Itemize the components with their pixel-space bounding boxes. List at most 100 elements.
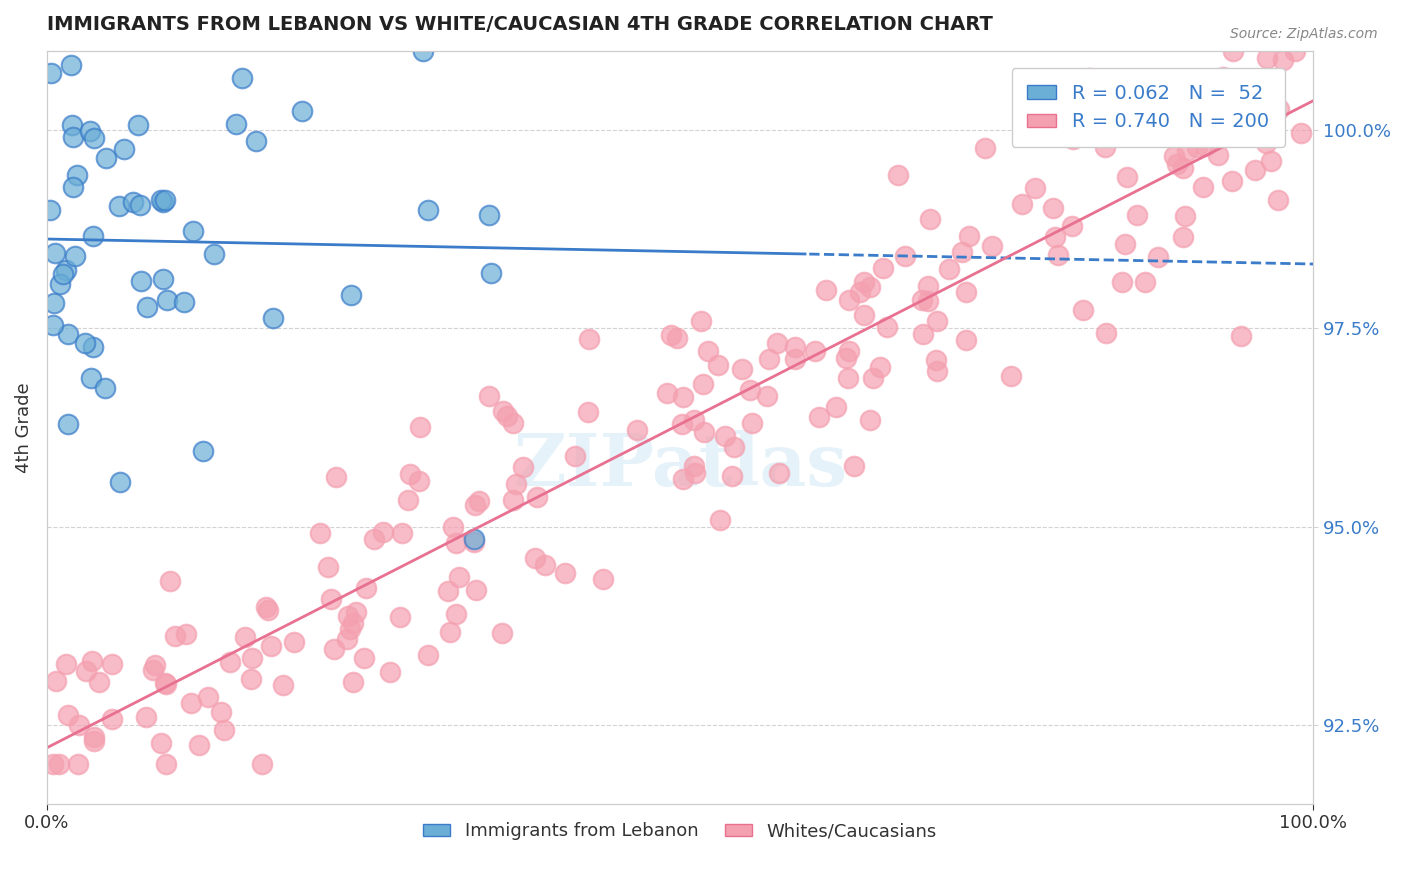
Point	[1111, 275, 1133, 289]
Point	[187, 738, 209, 752]
Point	[1046, 248, 1069, 262]
Point	[240, 651, 263, 665]
Point	[409, 420, 432, 434]
Point	[62, 130, 84, 145]
Point	[416, 202, 439, 217]
Point	[1059, 100, 1081, 114]
Point	[950, 244, 973, 259]
Point	[838, 344, 860, 359]
Point	[439, 625, 461, 640]
Point	[153, 676, 176, 690]
Point	[202, 247, 225, 261]
Point	[128, 198, 150, 212]
Point	[1011, 197, 1033, 211]
Point	[1163, 149, 1185, 163]
Point	[1159, 85, 1181, 99]
Point	[110, 475, 132, 489]
Point	[82, 229, 104, 244]
Text: IMMIGRANTS FROM LEBANON VS WHITE/CAUCASIAN 4TH GRADE CORRELATION CHART: IMMIGRANTS FROM LEBANON VS WHITE/CAUCASI…	[46, 15, 993, 34]
Point	[918, 212, 941, 227]
Point	[49, 277, 72, 291]
Point	[671, 417, 693, 432]
Point	[58, 417, 80, 431]
Point	[150, 736, 173, 750]
Point	[1254, 110, 1277, 124]
Point	[44, 296, 66, 310]
Point	[852, 275, 875, 289]
Point	[260, 639, 283, 653]
Point	[1133, 275, 1156, 289]
Point	[233, 631, 256, 645]
Point	[685, 466, 707, 480]
Point	[911, 293, 934, 308]
Point	[955, 285, 977, 300]
Point	[93, 381, 115, 395]
Point	[135, 710, 157, 724]
Point	[1126, 208, 1149, 222]
Point	[156, 293, 179, 307]
Point	[876, 320, 898, 334]
Point	[447, 569, 470, 583]
Point	[1000, 368, 1022, 383]
Point	[82, 654, 104, 668]
Point	[325, 469, 347, 483]
Point	[1043, 117, 1066, 131]
Point	[66, 757, 89, 772]
Point	[859, 280, 882, 294]
Point	[824, 400, 846, 414]
Point	[689, 314, 711, 328]
Point	[1256, 52, 1278, 66]
Point	[391, 525, 413, 540]
Point	[437, 583, 460, 598]
Point	[814, 283, 837, 297]
Point	[283, 634, 305, 648]
Point	[354, 581, 377, 595]
Point	[1147, 250, 1170, 264]
Point	[554, 566, 576, 581]
Point	[955, 333, 977, 347]
Point	[75, 664, 97, 678]
Point	[768, 467, 790, 481]
Point	[785, 352, 807, 367]
Point	[173, 294, 195, 309]
Point	[1174, 209, 1197, 223]
Point	[869, 360, 891, 375]
Point	[336, 632, 359, 646]
Point	[1070, 123, 1092, 137]
Point	[159, 574, 181, 588]
Point	[82, 339, 104, 353]
Point	[41, 66, 63, 80]
Point	[463, 535, 485, 549]
Point	[256, 603, 278, 617]
Point	[755, 389, 778, 403]
Point	[512, 460, 534, 475]
Point	[214, 723, 236, 737]
Point	[1260, 154, 1282, 169]
Point	[231, 70, 253, 85]
Point	[262, 311, 284, 326]
Point	[1222, 44, 1244, 58]
Point	[316, 560, 339, 574]
Point	[858, 412, 880, 426]
Point	[974, 141, 997, 155]
Point	[56, 708, 79, 723]
Point	[523, 550, 546, 565]
Point	[693, 425, 716, 439]
Point	[1043, 230, 1066, 244]
Point	[665, 331, 688, 345]
Point	[73, 336, 96, 351]
Point	[1042, 201, 1064, 215]
Point	[155, 757, 177, 772]
Point	[464, 498, 486, 512]
Point	[55, 263, 77, 277]
Point	[862, 371, 884, 385]
Point	[155, 676, 177, 690]
Point	[291, 103, 314, 118]
Point	[758, 351, 780, 366]
Point	[766, 335, 789, 350]
Point	[731, 361, 754, 376]
Point	[1289, 126, 1312, 140]
Point	[342, 615, 364, 630]
Point	[1222, 174, 1244, 188]
Point	[1171, 161, 1194, 175]
